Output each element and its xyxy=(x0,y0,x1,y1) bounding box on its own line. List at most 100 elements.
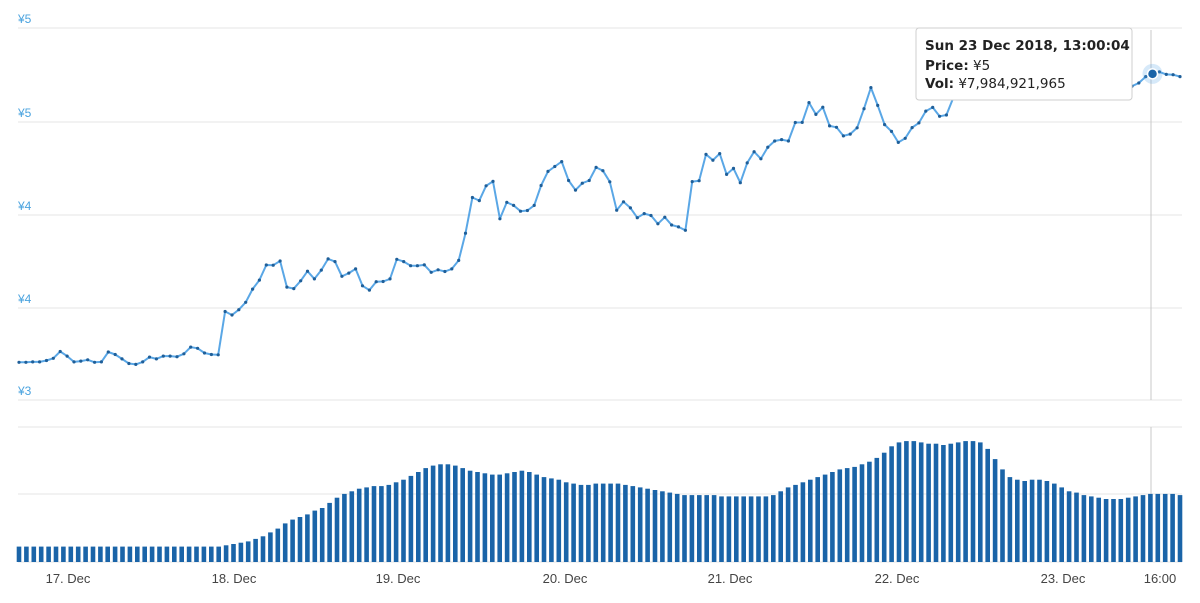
price-point xyxy=(257,278,261,282)
x-tick-label: 18. Dec xyxy=(212,571,257,586)
volume-bar xyxy=(955,442,961,562)
volume-bar xyxy=(179,546,184,562)
price-point xyxy=(99,360,103,364)
x-tick-label: 23. Dec xyxy=(1041,571,1086,586)
price-point xyxy=(305,269,310,273)
tooltip: Sun 23 Dec 2018, 13:00:04 Price: ¥5 Vol:… xyxy=(915,27,1133,101)
volume-bar xyxy=(815,477,820,562)
volume-bar xyxy=(408,475,414,562)
volume-bar xyxy=(844,468,850,562)
x-tick-label: 19. Dec xyxy=(376,571,421,586)
x-tick-label: 17. Dec xyxy=(46,571,91,586)
volume-bar xyxy=(1111,499,1116,562)
price-point xyxy=(505,200,509,204)
price-point xyxy=(1178,75,1182,79)
price-point xyxy=(409,264,413,268)
volume-bar xyxy=(379,486,384,562)
volume-bar xyxy=(689,495,695,562)
volume-bar xyxy=(371,486,377,562)
price-point xyxy=(525,208,530,213)
price-point xyxy=(539,183,543,188)
volume-bar xyxy=(1022,481,1027,562)
y-tick-label: ¥4 xyxy=(17,292,32,306)
volume-bar xyxy=(245,541,251,562)
price-point xyxy=(51,356,55,360)
volume-bar xyxy=(970,441,976,562)
tooltip-date: Sun 23 Dec 2018, 13:00:04 xyxy=(925,38,1130,54)
volume-bar xyxy=(238,542,244,562)
volume-bar xyxy=(1118,499,1124,562)
volume-bar xyxy=(297,517,303,562)
price-point xyxy=(889,129,894,133)
volume-bar xyxy=(1029,479,1035,562)
price-point xyxy=(189,345,193,349)
volume-bar xyxy=(874,457,880,562)
price-point xyxy=(436,268,440,272)
volume-bar xyxy=(194,546,199,562)
price-point xyxy=(202,351,207,355)
volume-bar xyxy=(571,483,576,562)
price-point xyxy=(264,263,268,267)
volume-bar xyxy=(416,472,421,562)
price-point xyxy=(800,120,804,124)
volume-bar xyxy=(1162,493,1168,562)
price-point xyxy=(209,352,213,357)
price-point xyxy=(333,260,337,264)
price-point xyxy=(917,121,921,125)
volume-bar xyxy=(586,484,591,562)
price-point xyxy=(354,267,358,271)
price-point xyxy=(340,274,344,278)
price-point xyxy=(175,355,179,359)
price-point xyxy=(546,169,550,173)
price-point xyxy=(271,263,275,267)
volume-bar xyxy=(563,482,569,562)
volume-bar xyxy=(209,546,214,562)
volume-bar xyxy=(1089,496,1094,562)
volume-bar xyxy=(726,496,732,562)
volume-bar xyxy=(734,496,739,562)
price-point xyxy=(44,358,49,363)
price-point xyxy=(381,279,385,284)
y-tick-label: ¥5 xyxy=(17,12,32,26)
price-point xyxy=(601,169,605,173)
price-point xyxy=(608,180,612,184)
hover-marker xyxy=(1146,68,1159,80)
volume-bar xyxy=(1037,479,1042,562)
volume-bar xyxy=(342,493,347,562)
volume-bar xyxy=(837,469,843,562)
price-point xyxy=(931,105,935,109)
volume-bar xyxy=(83,546,88,562)
price-point xyxy=(745,161,749,165)
price-point xyxy=(587,178,591,183)
volume-bar xyxy=(260,536,266,562)
volume-bar xyxy=(430,465,436,562)
price-point xyxy=(326,257,330,261)
volume-bar xyxy=(667,492,673,562)
price-point xyxy=(731,166,736,170)
price-point xyxy=(876,103,880,107)
price-point xyxy=(511,203,516,207)
price-point xyxy=(319,268,323,272)
volume-bar xyxy=(1007,477,1013,562)
volume-bar xyxy=(652,490,658,562)
price-point xyxy=(656,222,660,226)
volume-bar xyxy=(216,546,221,562)
price-point xyxy=(807,101,811,105)
price-point xyxy=(862,107,866,111)
price-point xyxy=(1171,73,1175,77)
volume-bar xyxy=(556,479,562,562)
volume-bar xyxy=(711,495,717,562)
volume-bar xyxy=(808,479,813,562)
volume-bar xyxy=(1125,497,1131,562)
volume-bar xyxy=(889,446,894,562)
price-point xyxy=(443,269,447,274)
volume-bar xyxy=(578,484,584,562)
price-point xyxy=(848,132,852,136)
price-point xyxy=(422,263,426,267)
price-point xyxy=(285,285,289,289)
price-point xyxy=(580,181,584,185)
price-point xyxy=(141,360,145,364)
volume-bar xyxy=(282,523,288,562)
volume-bar xyxy=(859,464,865,562)
